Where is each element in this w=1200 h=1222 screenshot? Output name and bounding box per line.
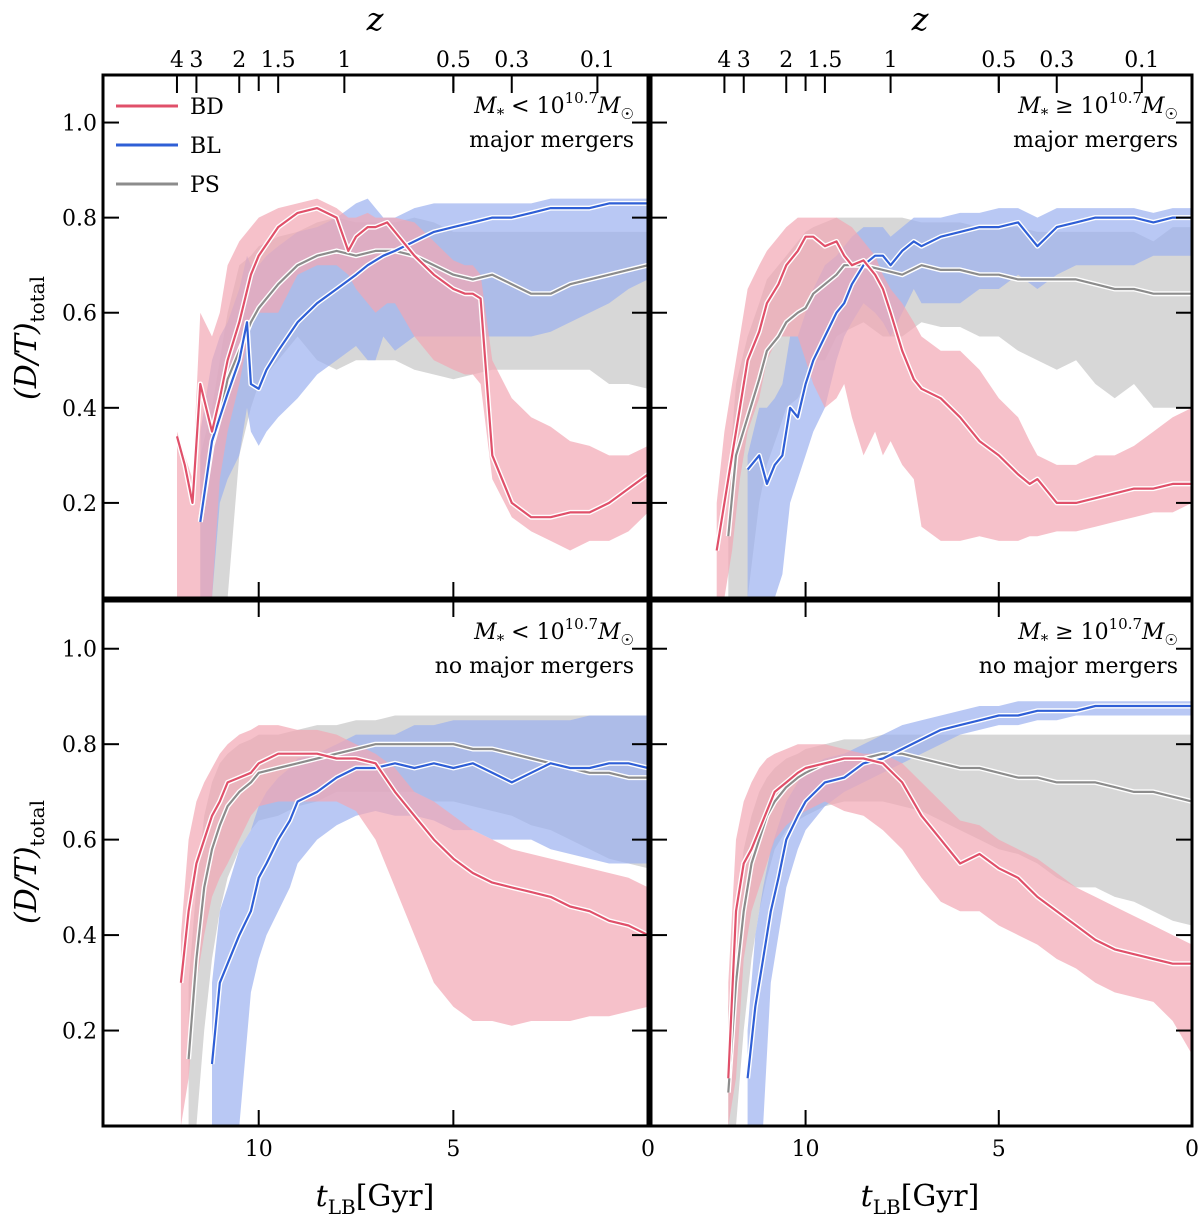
z-tick-label: 1 [337,48,351,73]
xlabel-unit: [Gyr] [356,1179,435,1214]
panel-top-left: 0.2 0.4 0.6 0.8 1.0 4 3 2 1.5 1 0.5 0.3 0.1 M* < 1010… [62,48,650,600]
bottom-axis-label-left: tLB[Gyr] [316,1179,435,1219]
top-axis-label-right: z [911,0,930,38]
y-tick-label: 0.8 [62,733,97,758]
median-line-BL [199,202,648,523]
xlabel-main: t [861,1179,874,1214]
y-axis-label-bottom: (D/T)total [9,800,49,924]
x-tick-label: 0 [1185,1137,1199,1162]
xlabel-main: t [316,1179,329,1214]
xlabel-unit: [Gyr] [901,1179,980,1214]
y-tick-label: 0.8 [62,207,97,232]
z-tick-label: 0.5 [981,48,1016,73]
panel-frame [101,73,650,600]
plot-area [174,198,648,598]
plot-area [725,701,1192,1126]
legend: BD BL PS [116,95,224,198]
band-PS [728,734,1192,1126]
band-BD [180,725,648,1126]
plot-area [714,208,1192,598]
xlabel-sub: LB [328,1195,356,1219]
z-tick-label: 0.3 [1039,48,1074,73]
y-tick-label: 0.2 [62,1020,97,1045]
z-tick-label: 2 [779,48,793,73]
panel-annotation-mergers: no major mergers [435,654,634,679]
z-tick-label: 3 [737,48,751,73]
median-line-BL [210,762,648,1065]
z-tick-label: 4 [717,48,731,73]
z-tick-label: 0.5 [436,48,471,73]
y-tick-label: 0.4 [62,397,97,422]
band-BL [212,715,648,1126]
x-tick-label: 10 [245,1137,273,1162]
y-tick-label: 0.6 [62,829,97,854]
z-tick-label: 0.3 [494,48,529,73]
panel-annotation-mergers: major mergers [1013,128,1178,153]
x-tick-label: 5 [992,1137,1006,1162]
xlabel-sub: LB [873,1195,901,1219]
z-tick-label: 1.5 [807,48,842,73]
z-tick-label: 0.1 [580,48,615,73]
panel-frame [649,73,1194,600]
plot-area [178,715,648,1126]
panel-annotation-mergers: no major mergers [979,654,1178,679]
median-line-BD [179,752,648,983]
median-line-BL [746,216,1192,485]
top-axis-label-left: z [366,0,385,38]
x-tick-label: 5 [446,1137,460,1162]
z-tick-label: 4 [170,48,184,73]
svg-text:(D/T)total: (D/T)total [9,276,49,400]
panel-annotation-mass: M* ≥ 1010.7M☉ [1017,615,1178,649]
median-line-BD [727,757,1192,1079]
y-tick-label: 1.0 [62,112,97,137]
x-tick-label: 10 [792,1137,820,1162]
z-tick-label: 3 [189,48,203,73]
y-tick-label: 0.4 [62,924,97,949]
z-tick-label: 1 [884,48,898,73]
ylabel-sub: total [25,800,49,846]
median-line-BL [746,704,1192,1079]
legend-label-BL: BL [190,134,221,159]
y-tick-label: 0.2 [62,492,97,517]
panel-annotation-mass: M* ≥ 1010.7M☉ [1017,89,1178,123]
y-tick-label: 0.6 [62,302,97,327]
panel-bottom-right: 10 5 0 M* ≥ 1010.7M☉ no major mergers [649,599,1199,1162]
bottom-axis-label-right: tLB[Gyr] [861,1179,980,1219]
legend-label-BD: BD [190,95,224,120]
median-line-PS [727,264,1192,537]
x-tick-label: 0 [641,1137,655,1162]
ylabel-main: (D/T) [9,322,44,400]
panel-top-right: 4 3 2 1.5 1 0.5 0.3 0.1 M* ≥ 1010.7M☉ major merge… [649,48,1194,600]
y-tick-label: 1.0 [62,638,97,663]
z-tick-label: 0.1 [1124,48,1159,73]
z-tick-label: 2 [232,48,246,73]
band-BD [728,744,1192,1126]
z-tick-label: 1.5 [261,48,296,73]
median-line-BD [175,207,648,519]
panel-frame [101,599,650,1128]
legend-label-PS: PS [190,173,220,198]
band-BD [177,198,648,598]
median-line-BD [715,235,1192,551]
panel-annotation-mergers: major mergers [469,128,634,153]
ylabel-main: (D/T) [9,846,44,924]
panel-bottom-left: 0.2 0.4 0.6 0.8 1.0 10 5 0 M* < 1010.7M☉ no major… [62,599,655,1162]
panel-annotation-mass: M* < 1010.7M☉ [473,615,634,649]
svg-text:(D/T)total: (D/T)total [9,800,49,924]
y-axis-label-top: (D/T)total [9,276,49,400]
panel-annotation-mass: M* < 1010.7M☉ [473,89,634,123]
panel-frame [649,599,1194,1128]
ylabel-sub: total [25,276,49,322]
band-BL [200,198,648,598]
